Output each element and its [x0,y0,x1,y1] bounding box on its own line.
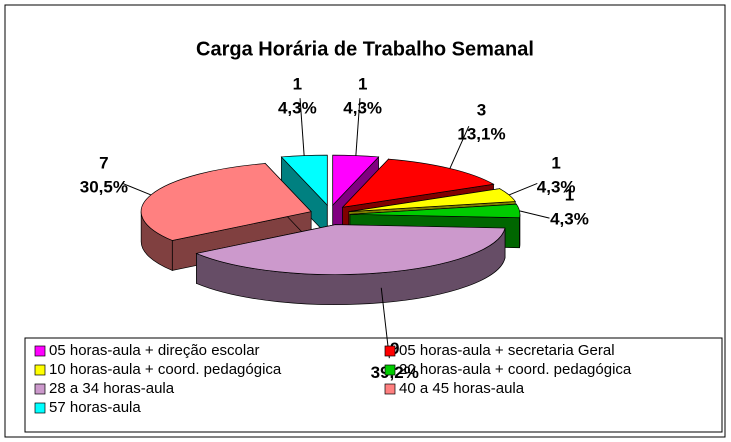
data-label: 7 [99,153,108,172]
slice [332,154,380,206]
legend-label: 57 horas-aula [49,399,141,416]
percent-label: 13,1% [457,124,505,143]
legend-label: 40 a 45 horas-aula [399,380,525,397]
chart-title: Carga Horária de Trabalho Semanal [196,38,534,60]
legend-swatch [384,364,396,376]
legend-box [24,337,723,433]
leader-line [299,98,305,156]
data-label: 1 [551,153,560,172]
percent-label: 4,3% [343,99,382,118]
legend-label: 20 horas-aula + coord. pedagógica [399,361,632,378]
leader-line [508,183,538,196]
leader-line [122,183,152,196]
legend-swatch [34,364,46,376]
slice [341,158,495,208]
data-label: 1 [293,75,302,94]
percent-label: 4,3% [537,177,576,196]
legend-swatch [34,345,46,357]
slice [195,224,506,275]
legend-label: 10 horas-aula + coord. pedagógica [49,361,282,378]
leader-line [355,98,361,156]
slice [349,203,521,219]
legend-label: 05 horas-aula + secretaria Geral [399,342,615,359]
slice [280,154,328,206]
percent-label: 4,3% [278,99,317,118]
percent-label: 4,3% [550,209,589,228]
data-label: 1 [565,185,574,204]
leader-line [519,210,550,219]
legend-swatch [34,402,46,414]
percent-label: 30,5% [80,177,128,196]
leader-line [449,125,470,169]
slice [348,188,516,213]
legend-label: 28 a 34 horas-aula [49,380,175,397]
legend-label: 05 horas-aula + direção escolar [49,342,260,359]
legend-swatch [384,383,396,395]
data-label: 1 [358,75,367,94]
legend-swatch [384,345,396,357]
legend-swatch [34,383,46,395]
data-label: 3 [477,100,486,119]
